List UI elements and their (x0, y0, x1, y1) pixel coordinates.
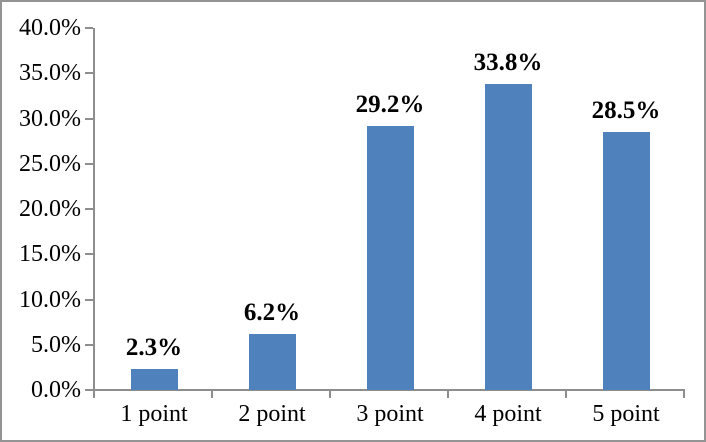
x-category-label: 2 point (238, 401, 306, 427)
y-axis-tick (85, 27, 93, 29)
y-axis-tick (85, 253, 93, 256)
y-axis-tick (85, 298, 93, 301)
x-axis-tick (329, 390, 331, 398)
bar (366, 125, 414, 390)
bar (130, 369, 178, 390)
x-category-label: 3 point (356, 401, 424, 427)
bar (602, 132, 650, 390)
y-axis-tick (85, 389, 93, 391)
y-tick-label: 5.0% (31, 331, 81, 358)
y-axis-tick (85, 162, 93, 165)
y-tick-label: 35.0% (19, 60, 81, 87)
y-axis-tick (85, 343, 93, 346)
bar (484, 84, 532, 390)
bar-value-label: 6.2% (243, 298, 301, 326)
y-tick-label: 0.0% (31, 377, 81, 403)
x-axis-tick (211, 390, 213, 398)
y-axis-tick (85, 72, 93, 75)
y-axis-tick (85, 117, 93, 120)
y-tick-label: 15.0% (19, 241, 81, 268)
y-tick-label: 25.0% (19, 150, 81, 177)
x-category-label: 1 point (120, 401, 188, 427)
y-axis-line (93, 28, 95, 391)
x-axis-tick (93, 390, 95, 398)
bar-value-label: 29.2% (355, 90, 425, 118)
x-axis-line (93, 389, 685, 391)
bar-value-label: 33.8% (473, 49, 543, 77)
y-tick-label: 40.0% (19, 15, 81, 41)
bar-value-label: 2.3% (125, 334, 183, 362)
x-axis-tick (565, 390, 567, 398)
x-axis-tick (683, 390, 685, 398)
x-axis-tick (447, 390, 449, 398)
y-tick-label: 30.0% (19, 105, 81, 132)
y-tick-label: 20.0% (19, 196, 81, 222)
bar-value-label: 28.5% (591, 97, 661, 125)
x-category-label: 5 point (592, 401, 660, 427)
bar (248, 333, 296, 390)
x-category-label: 4 point (474, 401, 542, 427)
y-tick-label: 10.0% (19, 286, 81, 313)
y-axis-tick (85, 208, 93, 210)
